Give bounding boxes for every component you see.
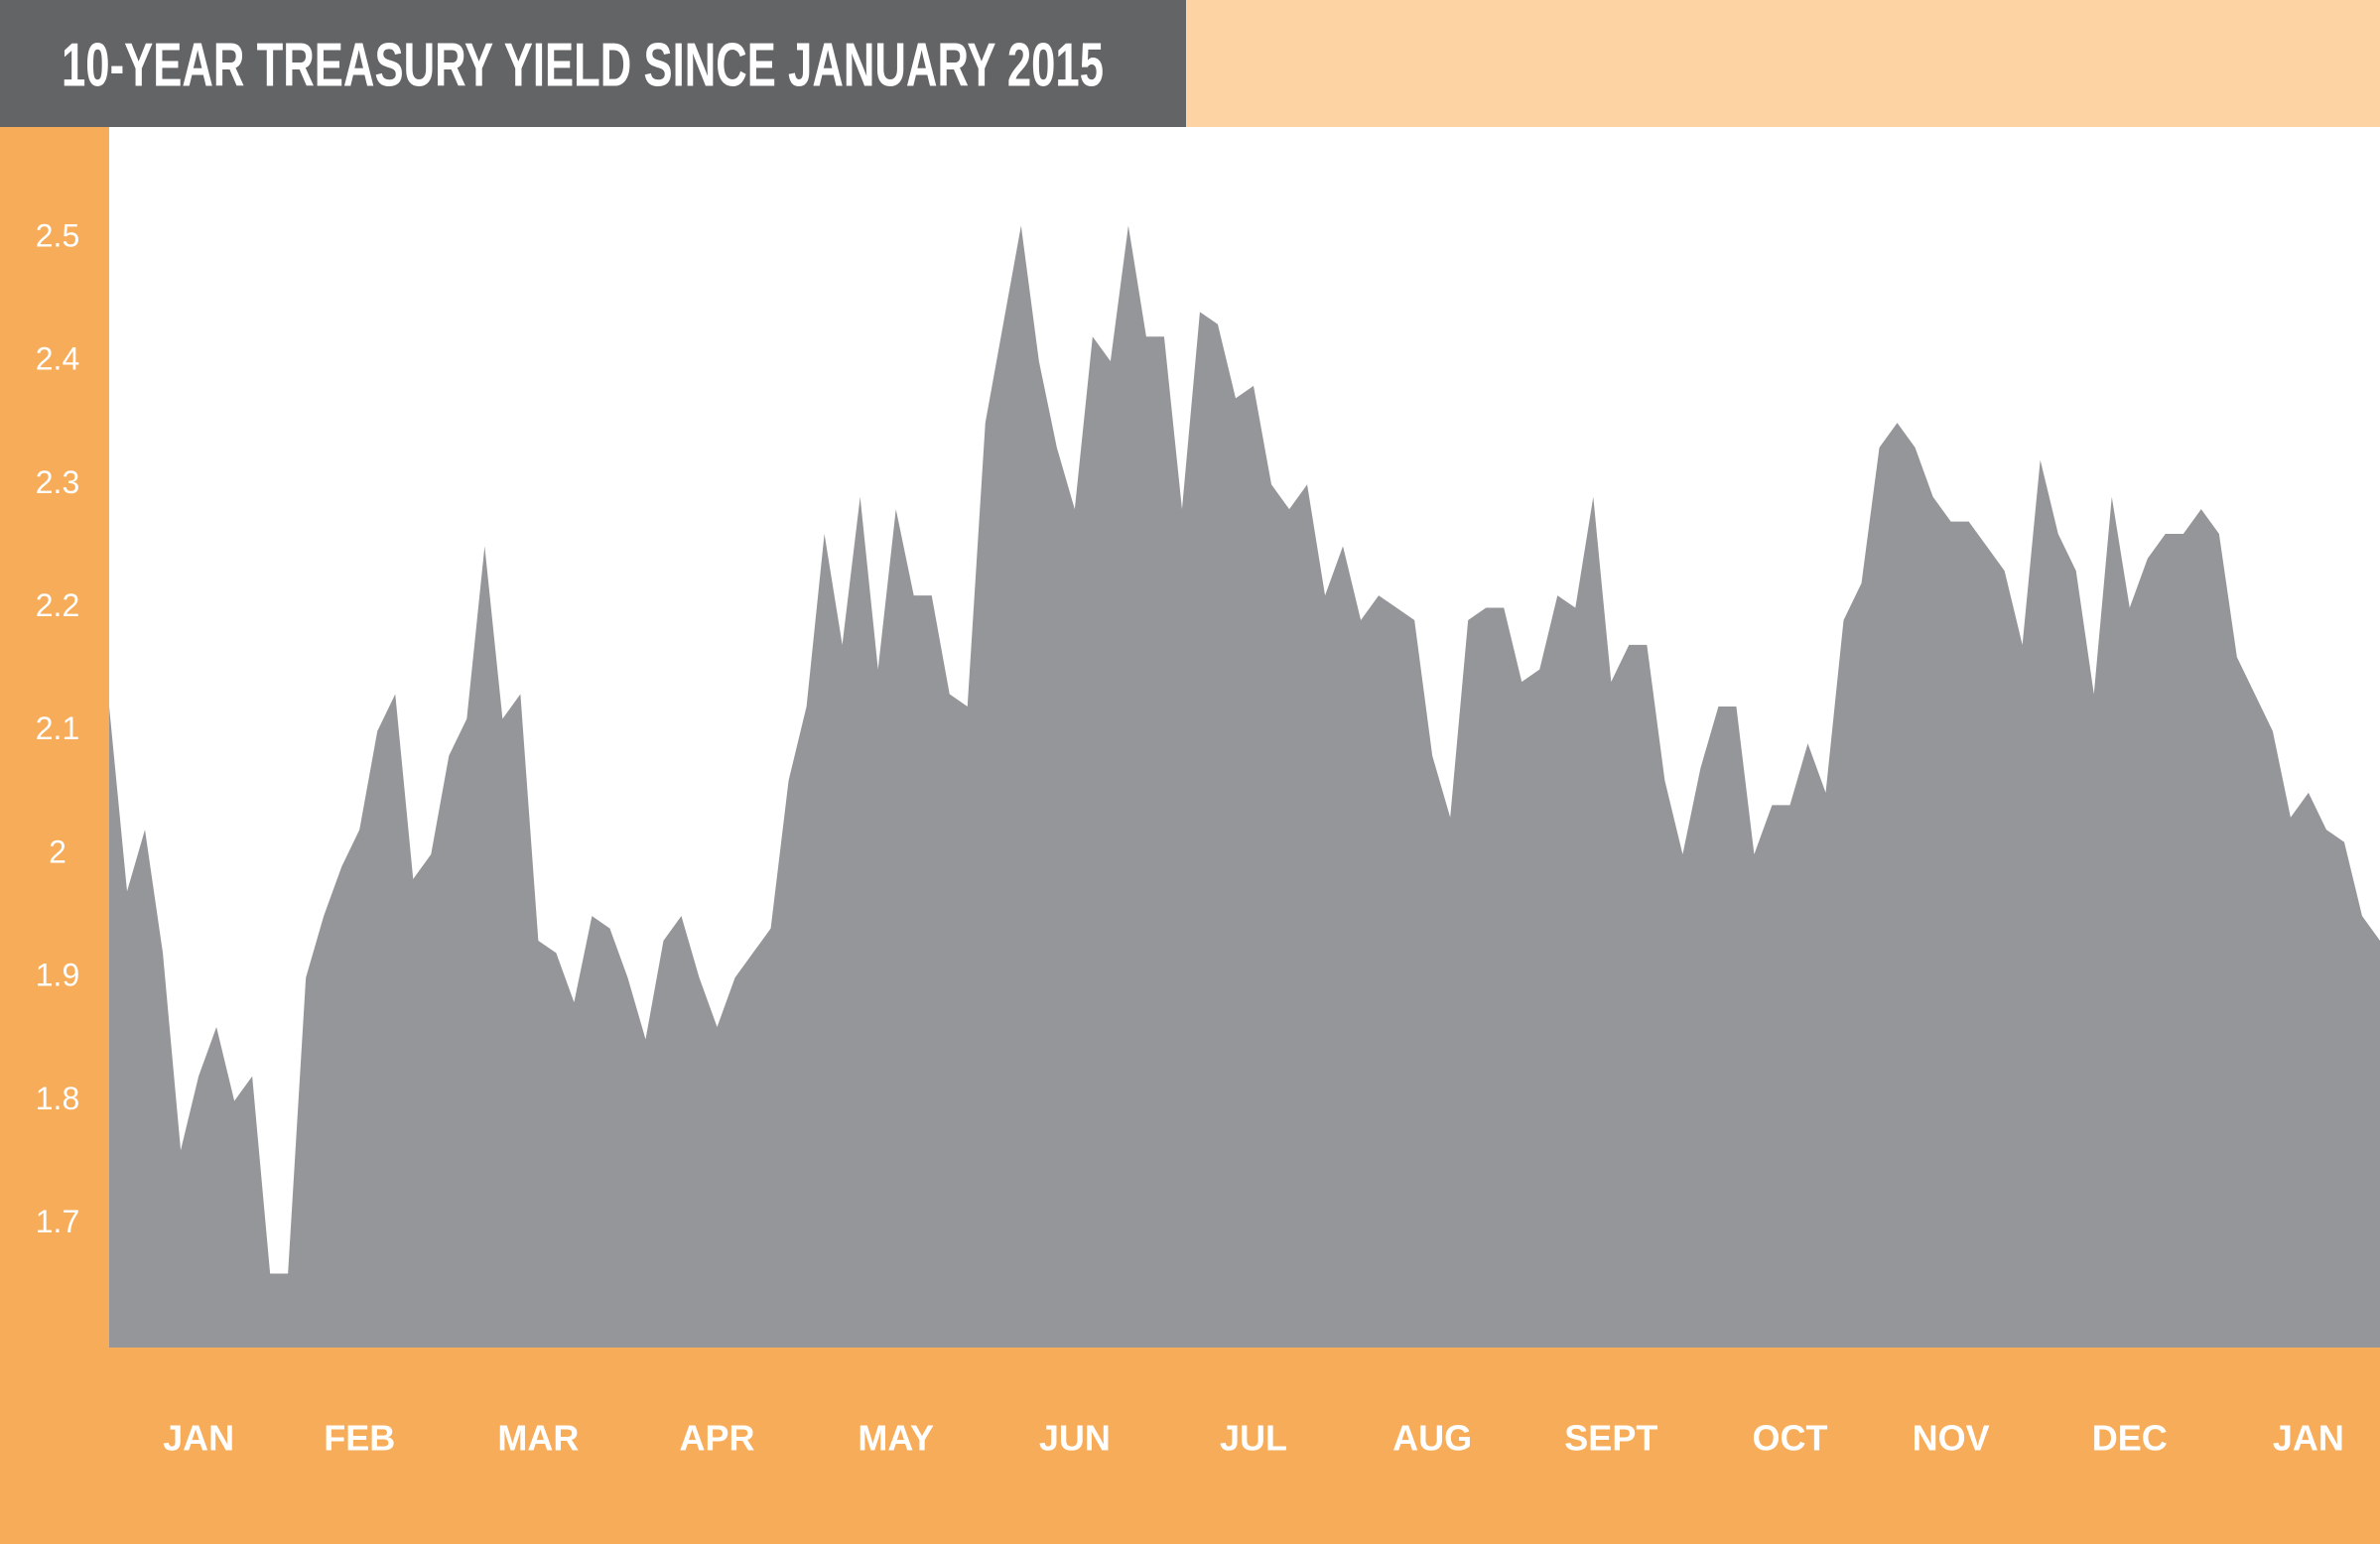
y-tick-label: 2.1: [36, 710, 79, 746]
x-tick-label: SEPT: [1564, 1418, 1657, 1459]
y-tick-label: 2.3: [36, 464, 79, 500]
x-tick-label: JAN: [163, 1418, 234, 1459]
x-tick-label: APR: [680, 1418, 755, 1459]
x-tick-label: AUG: [1392, 1418, 1472, 1459]
y-tick-label: 1.9: [36, 958, 79, 993]
y-tick-label: 2.4: [36, 341, 79, 377]
y-tick-label: 1.8: [36, 1081, 79, 1116]
chart-title: 10-YEAR TREASURY YIELD SINCE JANUARY 201…: [62, 31, 1104, 99]
area: [109, 225, 2380, 1349]
y-tick-label: 2.2: [36, 587, 79, 623]
x-tick-label: DEC: [2092, 1418, 2168, 1459]
y-tick-label: 2: [49, 834, 66, 869]
x-tick-label: NOV: [1913, 1418, 1990, 1459]
title-bar: [0, 0, 1186, 127]
header-band: [1186, 0, 2380, 127]
x-tick-label: MAY: [858, 1418, 934, 1459]
x-tick-label: JUN: [1039, 1418, 1111, 1459]
x-tick-label: MAR: [497, 1418, 579, 1459]
y-tick-label: 1.7: [36, 1204, 79, 1239]
x-tick-label: JAN: [2273, 1418, 2344, 1459]
x-tick-label: FEB: [324, 1418, 395, 1459]
y-tick-label: 2.5: [36, 217, 79, 253]
x-tick-label: OCT: [1752, 1418, 1827, 1459]
x-tick-label: JUL: [1220, 1418, 1287, 1459]
